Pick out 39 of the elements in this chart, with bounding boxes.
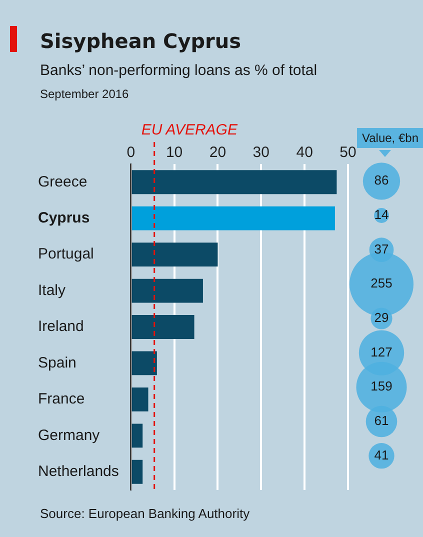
data-label: 86 [374, 172, 389, 188]
x-tick-label: 0 [126, 144, 136, 162]
y-tick-label: France [38, 390, 85, 408]
y-tick-label: Ireland [38, 318, 84, 336]
text: Value, €bn [357, 128, 423, 148]
bar [132, 315, 194, 339]
y-tick-label: Portugal [38, 246, 94, 263]
y-tick-label: Netherlands [38, 463, 119, 480]
x-tick-label: 10 [166, 144, 183, 162]
x-tick-label: 40 [296, 144, 313, 162]
data-label: 159 [370, 378, 392, 394]
x-tick-label: 50 [340, 144, 356, 162]
data-label: 37 [374, 241, 389, 256]
text: September 2016 [40, 87, 129, 101]
x-tick-label: 30 [252, 144, 270, 162]
bar [132, 278, 203, 303]
source-note: Source: European Banking Authority [40, 506, 250, 521]
bar [132, 387, 148, 412]
y-tick-label: Italy [38, 282, 66, 299]
y-tick-label: Germany [38, 426, 100, 444]
chart-title: Sisyphean Cyprus [40, 29, 242, 53]
data-label: 29 [374, 310, 389, 326]
data-label: 41 [374, 447, 389, 462]
y-tick-label: Greece [38, 173, 88, 190]
bar [132, 206, 335, 230]
y-tick-label: Spain [38, 354, 76, 372]
bar [132, 242, 218, 267]
ref-line-label: EU AVERAGE [141, 122, 238, 139]
bar [132, 460, 143, 484]
data-label: 127 [370, 344, 392, 360]
data-label: 14 [374, 207, 389, 222]
y-tick-label: Cyprus [38, 209, 90, 226]
chart-subtitle: Banks’ non-performing loans as % of total [40, 62, 318, 79]
x-tick-label: 20 [209, 144, 226, 162]
bar [132, 170, 337, 194]
data-label: 255 [370, 276, 392, 291]
bar [132, 424, 143, 448]
data-label: 61 [374, 413, 389, 428]
bar [132, 351, 157, 376]
